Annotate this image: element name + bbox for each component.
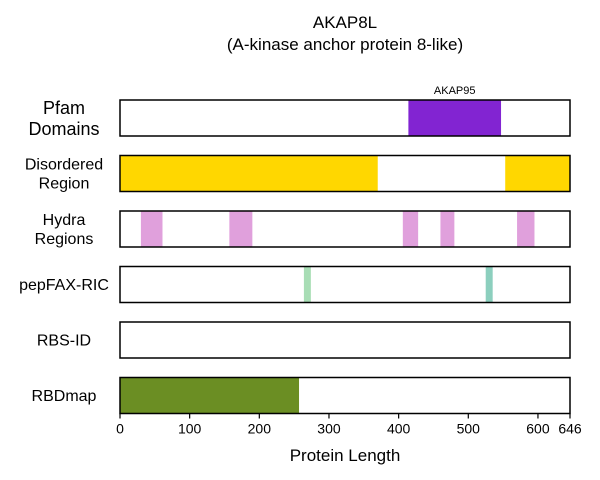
- x-tick-label: 100: [178, 421, 202, 437]
- x-tick-label: 400: [387, 421, 411, 437]
- track-segment: [141, 211, 163, 247]
- chart-title: AKAP8L: [313, 13, 377, 32]
- x-tick-label: 200: [248, 421, 272, 437]
- x-tick-label: 600: [526, 421, 550, 437]
- track-segment: [505, 156, 570, 192]
- x-axis-label: Protein Length: [290, 446, 401, 465]
- track-segment: [120, 378, 299, 414]
- track-background: [120, 322, 570, 358]
- track-segment: [229, 211, 252, 247]
- track-segment: [440, 211, 454, 247]
- x-tick-label: 646: [558, 421, 582, 437]
- x-axis: 0 100 200 300 400 500 600 646: [116, 414, 582, 437]
- x-tick-label: 500: [457, 421, 481, 437]
- track-segment: [408, 100, 501, 136]
- x-tick-label: 300: [317, 421, 341, 437]
- chart-subtitle: (A-kinase anchor protein 8-like): [227, 35, 463, 54]
- track-label: pepFAX-RIC: [19, 277, 109, 294]
- track-segment: [403, 211, 418, 247]
- track-label: Domains: [28, 119, 99, 139]
- track-background: [120, 267, 570, 303]
- x-tick-label: 0: [116, 421, 124, 437]
- track-label: Regions: [35, 231, 94, 248]
- track-label: Disordered: [25, 157, 103, 174]
- track-label: Region: [39, 176, 90, 193]
- track-label: RBDmap: [32, 388, 97, 405]
- track-segment: [304, 267, 311, 303]
- track-segment: [486, 267, 493, 303]
- track-background: [120, 211, 570, 247]
- track-segment: [517, 211, 534, 247]
- track-segment: [120, 156, 378, 192]
- grid-lines: [190, 100, 538, 414]
- track-label: Pfam: [43, 98, 85, 118]
- segment-annotation: AKAP95: [434, 85, 476, 97]
- track-background: [120, 100, 570, 136]
- track-label: Hydra: [43, 212, 86, 229]
- track-label: RBS-ID: [37, 333, 91, 350]
